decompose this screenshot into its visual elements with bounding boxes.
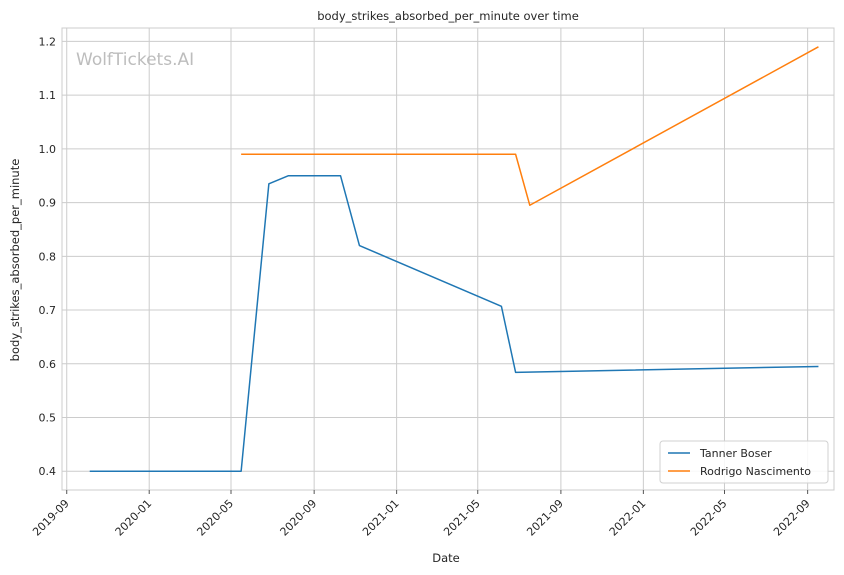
series-lines: [89, 46, 819, 472]
x-tick-label: 2022-01: [607, 497, 649, 539]
y-tick-label: 0.8: [39, 250, 57, 263]
x-tick-label: 2021-01: [360, 497, 402, 539]
watermark: WolfTickets.AI: [76, 50, 194, 70]
y-tick-label: 1.2: [39, 35, 57, 48]
legend: Tanner Boser Rodrigo Nascimento: [659, 440, 829, 484]
legend-box: [659, 440, 829, 484]
x-tick-label: 2022-05: [688, 497, 730, 539]
x-tick-label: 2022-09: [771, 497, 813, 539]
y-tick-label: 1.0: [39, 143, 57, 156]
x-tick-label: 2021-09: [524, 497, 566, 539]
x-axis-label: Date: [432, 551, 460, 565]
y-axis-ticks: 0.4 0.5 0.6 0.7 0.8 0.9 1.0 1.1 1.2: [39, 35, 57, 478]
grid: [62, 28, 834, 490]
x-tick-label: 2020-05: [194, 497, 236, 539]
legend-label-tanner-boser: Tanner Boser: [699, 447, 772, 460]
y-tick-label: 0.9: [39, 197, 57, 210]
plot-area-border: [61, 27, 835, 491]
series-line-tanner-boser: [89, 174, 819, 472]
y-tick-label: 0.5: [39, 411, 57, 424]
y-axis-label: body_strikes_absorbed_per_minute: [8, 159, 22, 362]
y-tick-label: 0.7: [39, 304, 57, 317]
y-tick-label: 0.6: [39, 358, 57, 371]
x-axis-ticks: 2019-09 2020-01 2020-05 2020-09 2021-01 2021-…: [30, 490, 813, 539]
series-line-rodrigo-nascimento: [241, 46, 819, 207]
x-tick-label: 2020-01: [113, 497, 155, 539]
y-tick-label: 1.1: [39, 89, 57, 102]
y-tick-label: 0.4: [39, 465, 57, 478]
x-tick-label: 2020-09: [278, 497, 320, 539]
x-tick-label: 2019-09: [30, 497, 72, 539]
chart-title: body_strikes_absorbed_per_minute over ti…: [317, 9, 579, 23]
legend-label-rodrigo-nascimento: Rodrigo Nascimento: [700, 465, 811, 478]
x-tick-label: 2021-05: [441, 497, 483, 539]
